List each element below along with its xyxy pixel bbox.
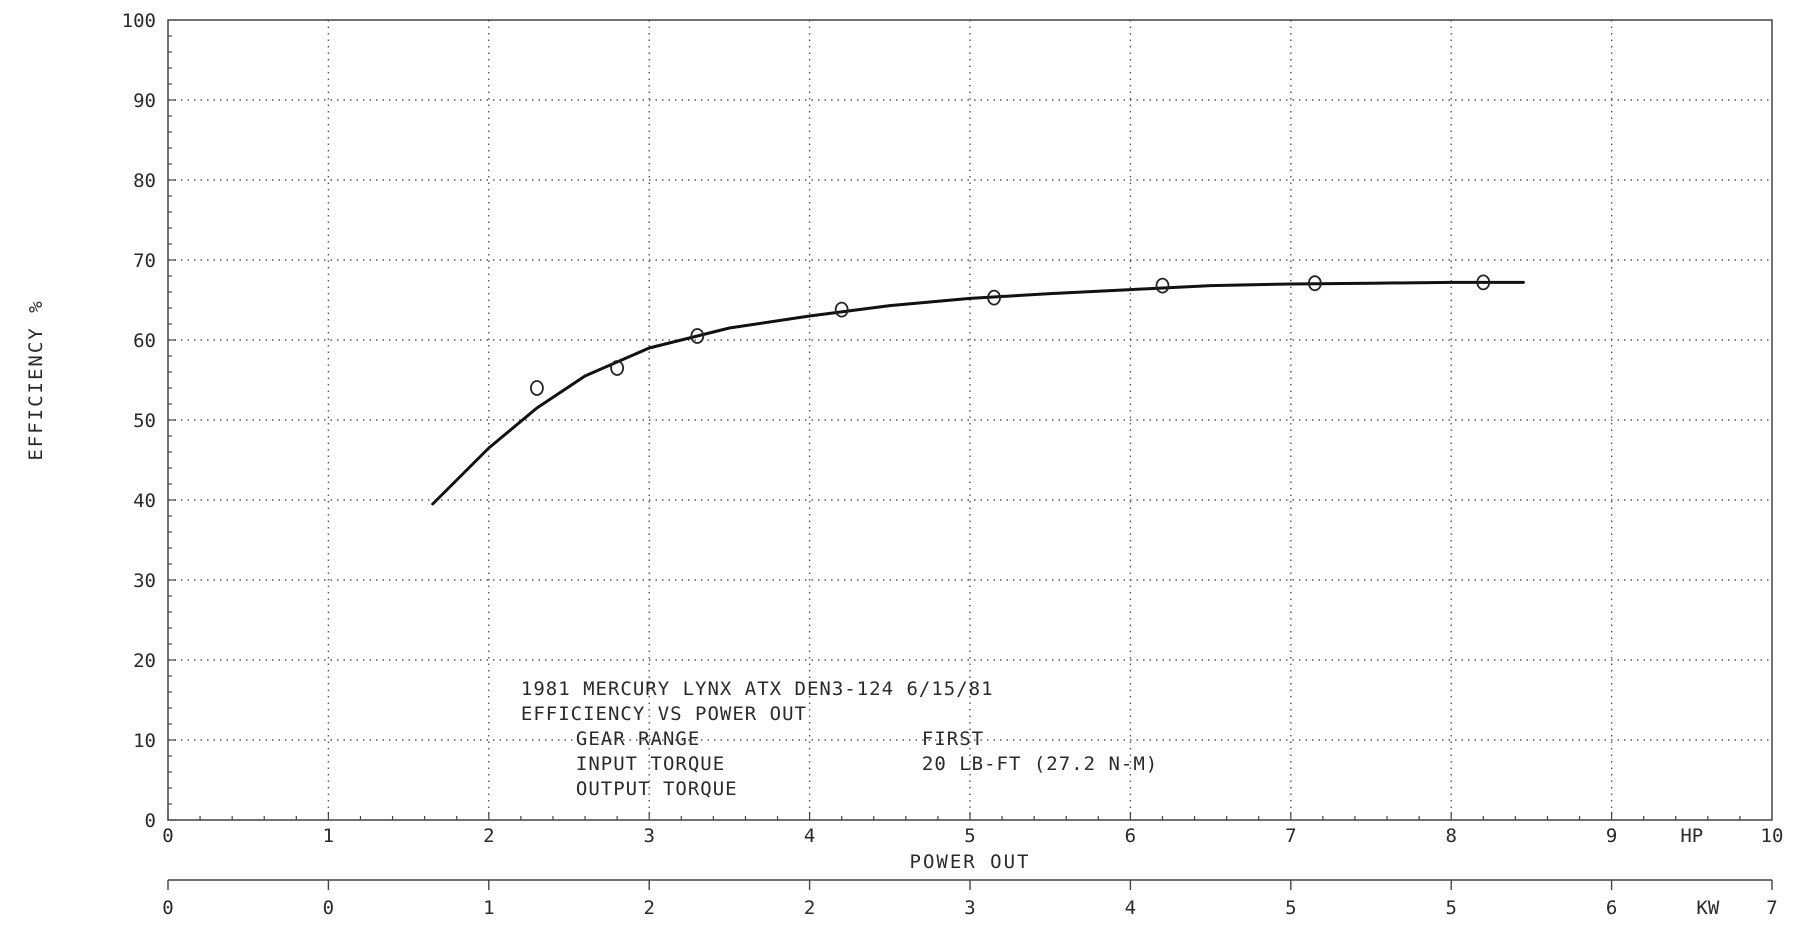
kw-tick-label: 2 xyxy=(643,897,654,919)
kw-tick-label: 1 xyxy=(483,897,494,919)
x-tick-label: 10 xyxy=(1761,825,1784,847)
y-tick-label: 40 xyxy=(133,490,156,512)
x-tick-label: 9 xyxy=(1606,825,1617,847)
x-tick-label: 0 xyxy=(162,825,173,847)
data-point-marker xyxy=(1476,274,1491,291)
kw-unit-label: KW xyxy=(1696,897,1719,919)
x-tick-label: 7 xyxy=(1285,825,1296,847)
x-axis-title: POWER OUT xyxy=(910,851,1031,873)
info-label: INPUT TORQUE xyxy=(576,753,725,775)
y-tick-label: 30 xyxy=(133,570,156,592)
y-tick-label: 10 xyxy=(133,730,156,752)
data-point xyxy=(690,328,705,344)
x-tick-label: 4 xyxy=(804,825,815,847)
kw-tick-label: 5 xyxy=(1445,897,1456,919)
info-label: GEAR RANGE xyxy=(576,728,700,750)
y-axis-title: EFFICIENCY % xyxy=(25,299,47,460)
info-label: OUTPUT TORQUE xyxy=(576,778,738,800)
chart-title: EFFICIENCY VS POWER OUT xyxy=(521,703,807,725)
y-tick-label: 0 xyxy=(145,810,156,832)
y-tick-label: 50 xyxy=(133,410,156,432)
kw-tick-label: 7 xyxy=(1766,897,1777,919)
kw-tick-label: 2 xyxy=(804,897,815,919)
x-unit-label: HP xyxy=(1680,825,1703,847)
point-layer xyxy=(530,274,1491,396)
data-point-marker xyxy=(1155,277,1170,294)
x-tick-label: 2 xyxy=(483,825,494,847)
kw-tick-label: 3 xyxy=(964,897,975,919)
data-point-marker xyxy=(690,328,705,344)
data-point-marker xyxy=(530,380,544,396)
y-tick-label: 60 xyxy=(133,330,156,352)
kw-tick-label: 0 xyxy=(323,897,334,919)
x-tick-label: 8 xyxy=(1445,825,1456,847)
axis-layer xyxy=(167,19,1773,890)
data-point xyxy=(987,289,1001,306)
data-point xyxy=(610,360,625,376)
curve-layer xyxy=(431,280,1525,506)
kw-tick-label: 6 xyxy=(1606,897,1617,919)
x-tick-label: 3 xyxy=(643,825,654,847)
y-tick-label: 80 xyxy=(133,170,156,192)
y-tick-label: 20 xyxy=(133,650,156,672)
data-point-marker xyxy=(610,360,625,376)
info-value: FIRST xyxy=(922,728,984,750)
info-value: 20 LB-FT (27.2 N-M) xyxy=(922,753,1158,775)
efficiency-curve xyxy=(431,280,1525,506)
kw-tick-label: 0 xyxy=(162,897,173,919)
y-tick-label: 100 xyxy=(122,10,156,32)
kw-tick-label: 5 xyxy=(1285,897,1296,919)
y-tick-label: 70 xyxy=(133,250,156,272)
data-point xyxy=(834,301,849,318)
x-tick-label: 1 xyxy=(323,825,334,847)
data-point xyxy=(1307,275,1322,292)
kw-tick-label: 4 xyxy=(1125,897,1136,919)
x-tick-label: 6 xyxy=(1125,825,1136,847)
data-point-marker xyxy=(987,289,1001,306)
data-point xyxy=(530,380,544,396)
chart-subtitle: 1981 MERCURY LYNX ATX DEN3-124 6/15/81 xyxy=(521,678,994,700)
y-tick-label: 90 xyxy=(133,90,156,112)
data-point-marker xyxy=(834,301,849,318)
data-point-marker xyxy=(1307,275,1322,292)
data-point xyxy=(1476,274,1491,291)
x-tick-label: 5 xyxy=(964,825,975,847)
data-point xyxy=(1155,277,1170,294)
